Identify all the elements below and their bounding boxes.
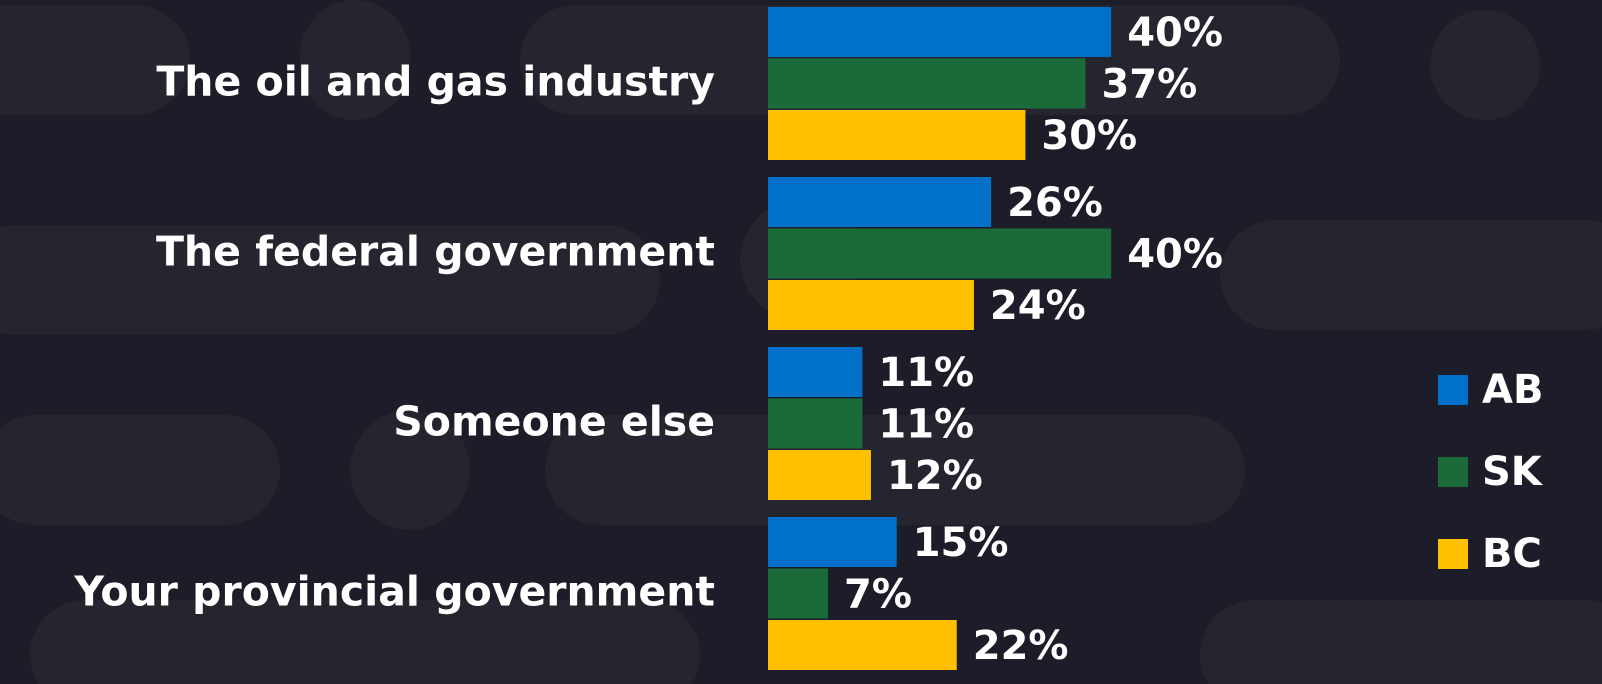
bar [768,568,829,619]
bar [768,110,1026,160]
bar [768,7,1112,57]
value-label: 7% [844,572,912,618]
value-label: 11% [878,402,974,448]
legend-swatch [1438,539,1468,569]
legend-label: AB [1482,367,1543,413]
value-label: 24% [990,283,1086,329]
bar [768,280,974,330]
bar [768,620,957,670]
value-label: 15% [913,520,1009,566]
bar [768,58,1086,109]
legend-label: BC [1482,531,1542,577]
bar [768,177,992,227]
legend-label: SK [1482,449,1544,495]
value-label: 22% [973,623,1069,669]
legend-swatch [1438,457,1468,487]
value-label: 40% [1127,232,1223,278]
bar [768,398,863,449]
bar [768,228,1112,279]
value-label: 26% [1007,180,1103,226]
value-label: 30% [1041,113,1137,159]
category-label: The federal government [156,227,715,275]
value-label: 40% [1127,10,1223,56]
bar [768,517,897,567]
value-label: 37% [1101,62,1197,108]
bar [768,450,871,500]
category-label: Someone else [393,397,715,445]
legend-swatch [1438,375,1468,405]
category-label: Your provincial government [73,567,715,615]
value-label: 12% [887,453,983,499]
bar [768,347,863,397]
category-label: The oil and gas industry [156,57,715,105]
value-label: 11% [878,350,974,396]
